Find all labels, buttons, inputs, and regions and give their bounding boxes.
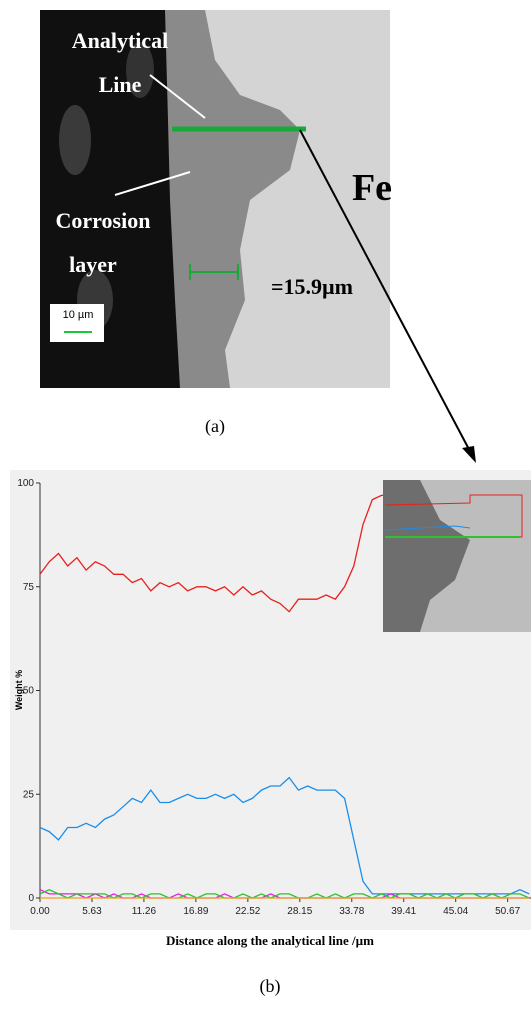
annotation: =15.9µm [271, 274, 353, 299]
x-axis-label: Distance along the analytical line /µm [166, 933, 374, 948]
x-tick-label: 33.78 [339, 906, 364, 917]
y-axis-label: Weight % [14, 670, 24, 710]
x-tick-label: 16.89 [183, 906, 208, 917]
page: 10 µm Analytical Line Corrosion layer Fe… [0, 0, 531, 1021]
caption: (b) [260, 976, 281, 997]
y-tick-label: 100 [17, 478, 34, 489]
y-tick-label: 0 [28, 893, 34, 904]
x-tick-label: 5.63 [82, 906, 102, 917]
x-tick-label: 45.04 [443, 906, 468, 917]
y-tick-label: 75 [23, 582, 35, 593]
x-tick-label: 11.26 [132, 906, 157, 917]
scale-label: 10 µm [63, 309, 94, 321]
x-tick-label: 0.00 [30, 906, 50, 917]
x-tick-label: 28.15 [287, 906, 312, 917]
annotation: Analytical [72, 28, 169, 53]
y-tick-label: 50 [23, 686, 35, 697]
x-tick-label: 50.67 [495, 906, 520, 917]
x-tick-label: 22.52 [235, 906, 260, 917]
inset [383, 480, 531, 632]
annotation: Line [99, 72, 142, 97]
sem-grain [59, 105, 91, 175]
x-tick-label: 39.41 [391, 906, 416, 917]
annotation: layer [69, 252, 117, 277]
caption: (a) [205, 416, 225, 437]
link-arrow-head [462, 446, 476, 463]
y-tick-label: 25 [23, 789, 35, 800]
annotation: Corrosion [56, 208, 151, 233]
figure: 10 µm Analytical Line Corrosion layer Fe… [0, 0, 531, 1021]
annotation: Fe [352, 167, 392, 209]
